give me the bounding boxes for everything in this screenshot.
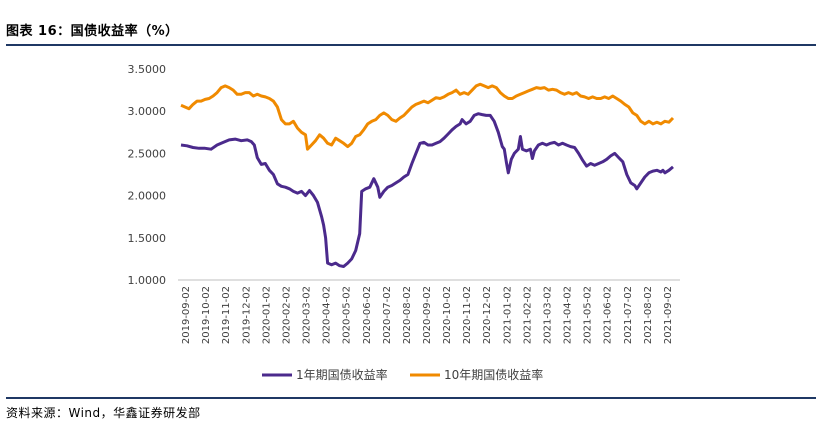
- x-tick-label: 2019-10-02: [201, 286, 212, 344]
- x-tick-label: 2020-04-02: [322, 286, 333, 344]
- y-axis: 1.0000 1.5000 2.0000 2.5000 3.0000 3.5000: [128, 63, 167, 287]
- legend: 1年期国债收益率 10年期国债收益率: [262, 367, 543, 382]
- x-tick-label: 2021-01-02: [502, 286, 513, 344]
- y-tick-label: 1.0000: [128, 274, 167, 287]
- y-tick-label: 1.5000: [128, 232, 167, 245]
- x-tick-label: 2019-09-02: [181, 286, 192, 344]
- x-tick-label: 2020-03-02: [302, 286, 313, 344]
- x-tick-label: 2020-11-02: [462, 286, 473, 344]
- y-tick-label: 3.0000: [128, 105, 167, 118]
- x-tick-label: 2020-02-02: [281, 286, 292, 344]
- x-tick-label: 2021-04-02: [563, 286, 574, 344]
- x-tick-label: 2020-09-02: [422, 286, 433, 344]
- x-tick-label: 2020-07-02: [382, 286, 393, 344]
- bottom-rule: [6, 397, 816, 399]
- x-axis: 2019-09-02 2019-10-02 2019-11-02 2019-12-02…: [181, 286, 674, 344]
- x-tick-label: 2021-08-02: [643, 286, 654, 344]
- x-tick-label: 2021-06-02: [603, 286, 614, 344]
- x-tick-label: 2020-06-02: [362, 286, 373, 344]
- legend-label-1y: 1年期国债收益率: [296, 367, 388, 382]
- series-line-10y: [180, 82, 675, 151]
- x-tick-label: 2021-03-02: [542, 286, 553, 344]
- x-tick-label: 2019-12-02: [241, 286, 252, 344]
- yield-line-chart: 1.0000 1.5000 2.0000 2.5000 3.0000 3.5000 201…: [128, 63, 680, 382]
- x-tick-label: 2020-12-02: [482, 286, 493, 344]
- y-tick-label: 2.0000: [128, 190, 167, 203]
- source-note: 资料来源：Wind，华鑫证券研发部: [6, 406, 201, 420]
- x-tick-label: 2021-09-02: [663, 286, 674, 344]
- x-tick-label: 2020-05-02: [342, 286, 353, 344]
- series-line-1y: [180, 112, 674, 268]
- top-rule: [6, 44, 816, 46]
- figure-title: 图表 16：国债收益率（%）: [6, 24, 179, 39]
- x-tick-label: 2020-08-02: [402, 286, 413, 344]
- x-tick-label: 2021-05-02: [583, 286, 594, 344]
- series-layer: [180, 82, 675, 268]
- x-tick-label: 2021-07-02: [623, 286, 634, 344]
- y-tick-label: 3.5000: [128, 63, 167, 76]
- legend-label-10y: 10年期国债收益率: [444, 367, 543, 382]
- x-tick-label: 2020-10-02: [442, 286, 453, 344]
- x-tick-label: 2020-01-02: [261, 286, 272, 344]
- x-tick-label: 2021-02-02: [522, 286, 533, 344]
- x-tick-label: 2019-11-02: [221, 286, 232, 344]
- y-tick-label: 2.5000: [128, 147, 167, 160]
